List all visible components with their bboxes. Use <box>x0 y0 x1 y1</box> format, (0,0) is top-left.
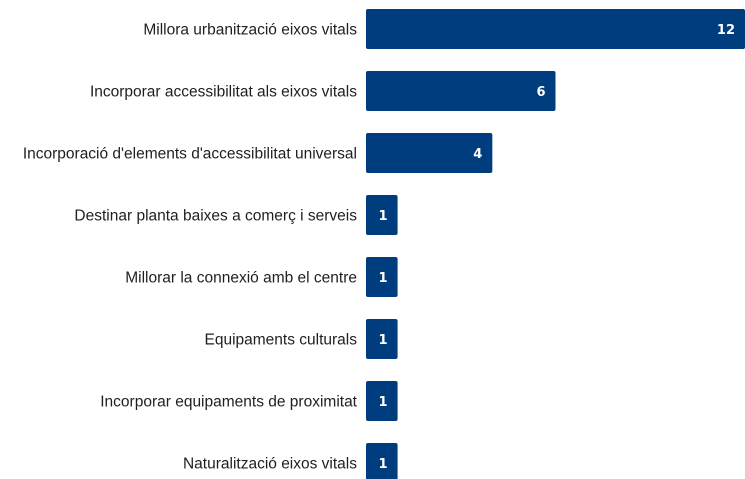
category-labels-group: Millora urbanització eixos vitals Incorpo… <box>23 22 358 473</box>
bar-8 <box>366 443 398 479</box>
bar-6 <box>366 319 398 359</box>
value-label-7: 1 <box>379 395 388 410</box>
bar-3 <box>366 133 493 173</box>
value-label-5: 1 <box>379 271 388 286</box>
category-label-4: Destinar planta baixes a comerç i servei… <box>74 208 357 225</box>
value-label-3: 4 <box>473 147 482 162</box>
category-label-7: Incorporar equipaments de proximitat <box>100 394 357 411</box>
value-label-4: 1 <box>379 209 388 224</box>
bar-7 <box>366 381 398 421</box>
bars-group <box>366 9 745 479</box>
value-label-1: 12 <box>717 23 735 38</box>
value-labels-group: 12 6 4 1 1 1 1 1 <box>379 23 735 472</box>
value-label-6: 1 <box>379 333 388 348</box>
category-label-3: Incorporació d'elements d'accessibilitat… <box>23 146 357 163</box>
value-label-8: 1 <box>379 457 388 472</box>
category-label-8: Naturalització eixos vitals <box>183 456 357 473</box>
category-label-2: Incorporar accessibilitat als eixos vita… <box>90 84 357 101</box>
bar-2 <box>366 71 556 111</box>
bar-1 <box>366 9 745 49</box>
bar-4 <box>366 195 398 235</box>
category-label-5: Millorar la connexió amb el centre <box>125 270 357 287</box>
category-label-6: Equipaments culturals <box>205 332 358 349</box>
category-label-1: Millora urbanització eixos vitals <box>143 22 357 39</box>
bar-5 <box>366 257 398 297</box>
value-label-2: 6 <box>536 85 545 100</box>
